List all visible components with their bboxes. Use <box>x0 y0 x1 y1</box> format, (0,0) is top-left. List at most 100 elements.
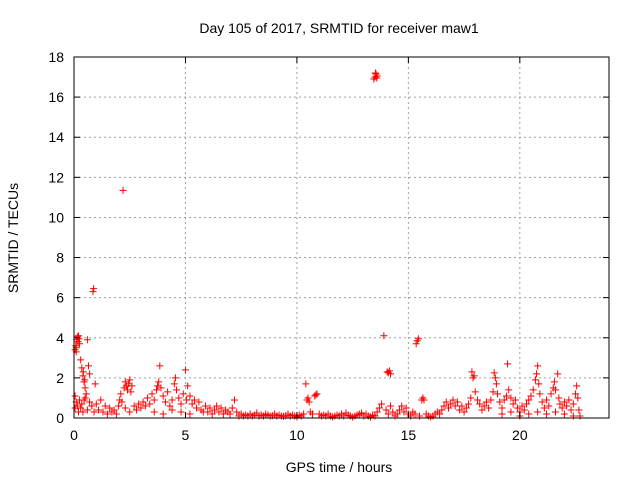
data-point <box>389 408 397 416</box>
data-point <box>470 372 478 380</box>
data-point <box>529 386 537 394</box>
data-point <box>468 368 476 376</box>
data-point <box>127 388 135 396</box>
data-point <box>400 408 408 416</box>
data-point <box>509 400 517 408</box>
data-point <box>456 406 464 414</box>
y-tick-label: 0 <box>56 410 64 426</box>
x-tick-label: 15 <box>401 427 417 443</box>
data-point <box>305 398 313 406</box>
data-point <box>496 398 504 406</box>
data-point <box>380 332 388 340</box>
data-point <box>175 394 183 402</box>
data-point <box>89 288 97 296</box>
data-point <box>572 390 580 398</box>
data-point <box>159 410 167 418</box>
data-point <box>148 390 156 398</box>
data-point <box>193 404 201 412</box>
data-point <box>150 396 158 404</box>
data-point <box>155 378 163 386</box>
data-point <box>563 402 571 410</box>
data-point <box>117 390 125 398</box>
data-point <box>81 394 89 402</box>
data-point <box>78 364 86 372</box>
data-point <box>161 398 169 406</box>
data-point <box>90 285 98 293</box>
data-point <box>458 402 466 410</box>
data-point <box>137 404 145 412</box>
data-point <box>412 340 420 348</box>
data-point <box>373 74 381 82</box>
data-point <box>436 410 444 418</box>
data-point <box>492 380 500 388</box>
data-point <box>183 396 191 404</box>
data-point <box>467 394 475 402</box>
data-point <box>79 408 87 416</box>
y-tick-label: 10 <box>48 209 64 225</box>
data-point <box>540 404 548 412</box>
data-point <box>141 402 149 410</box>
data-point <box>494 390 502 398</box>
y-tick-label: 2 <box>56 370 64 386</box>
data-point <box>382 406 390 414</box>
data-point <box>208 410 216 418</box>
data-point <box>88 402 96 410</box>
data-point <box>79 368 87 376</box>
y-tick-label: 6 <box>56 290 64 306</box>
data-point <box>414 335 422 343</box>
data-point <box>157 384 165 392</box>
data-point <box>121 404 129 412</box>
data-point <box>451 402 459 410</box>
data-point <box>547 390 555 398</box>
data-point <box>173 386 181 394</box>
data-point <box>543 410 551 418</box>
data-point <box>132 406 140 414</box>
data-point <box>206 404 214 412</box>
data-point <box>166 402 174 410</box>
data-point <box>502 392 510 400</box>
data-point <box>99 408 107 416</box>
data-point <box>573 382 581 390</box>
data-point <box>543 396 551 404</box>
data-point <box>490 369 498 377</box>
data-point <box>420 396 428 404</box>
data-point <box>119 186 127 194</box>
plot-frame <box>73 56 610 419</box>
data-point <box>574 394 582 402</box>
x-tick-label: 0 <box>70 427 78 443</box>
data-point <box>71 392 79 400</box>
data-point <box>569 400 577 408</box>
data-point <box>202 402 210 410</box>
data-point <box>103 410 111 418</box>
data-point <box>440 402 448 410</box>
data-point <box>181 366 189 374</box>
data-point <box>77 356 85 364</box>
data-point <box>313 390 321 398</box>
data-point <box>462 404 470 412</box>
data-point <box>387 402 395 410</box>
data-point <box>534 408 542 416</box>
data-point <box>195 398 203 406</box>
data-point <box>150 408 158 416</box>
data-point <box>473 396 481 404</box>
data-point <box>402 404 410 412</box>
data-point <box>460 408 468 416</box>
data-point <box>95 406 103 414</box>
data-point <box>504 360 512 368</box>
data-point <box>555 394 563 402</box>
data-point <box>554 370 562 378</box>
data-point <box>487 396 495 404</box>
data-point <box>309 410 317 418</box>
data-point <box>168 406 176 414</box>
data-point <box>411 410 419 418</box>
data-point <box>527 392 535 400</box>
data-point <box>393 410 401 418</box>
data-point <box>126 408 134 416</box>
data-point <box>538 398 546 406</box>
data-point <box>77 404 85 412</box>
data-point <box>190 396 198 404</box>
data-point <box>552 408 559 416</box>
data-point <box>226 410 234 418</box>
data-point <box>550 378 558 386</box>
